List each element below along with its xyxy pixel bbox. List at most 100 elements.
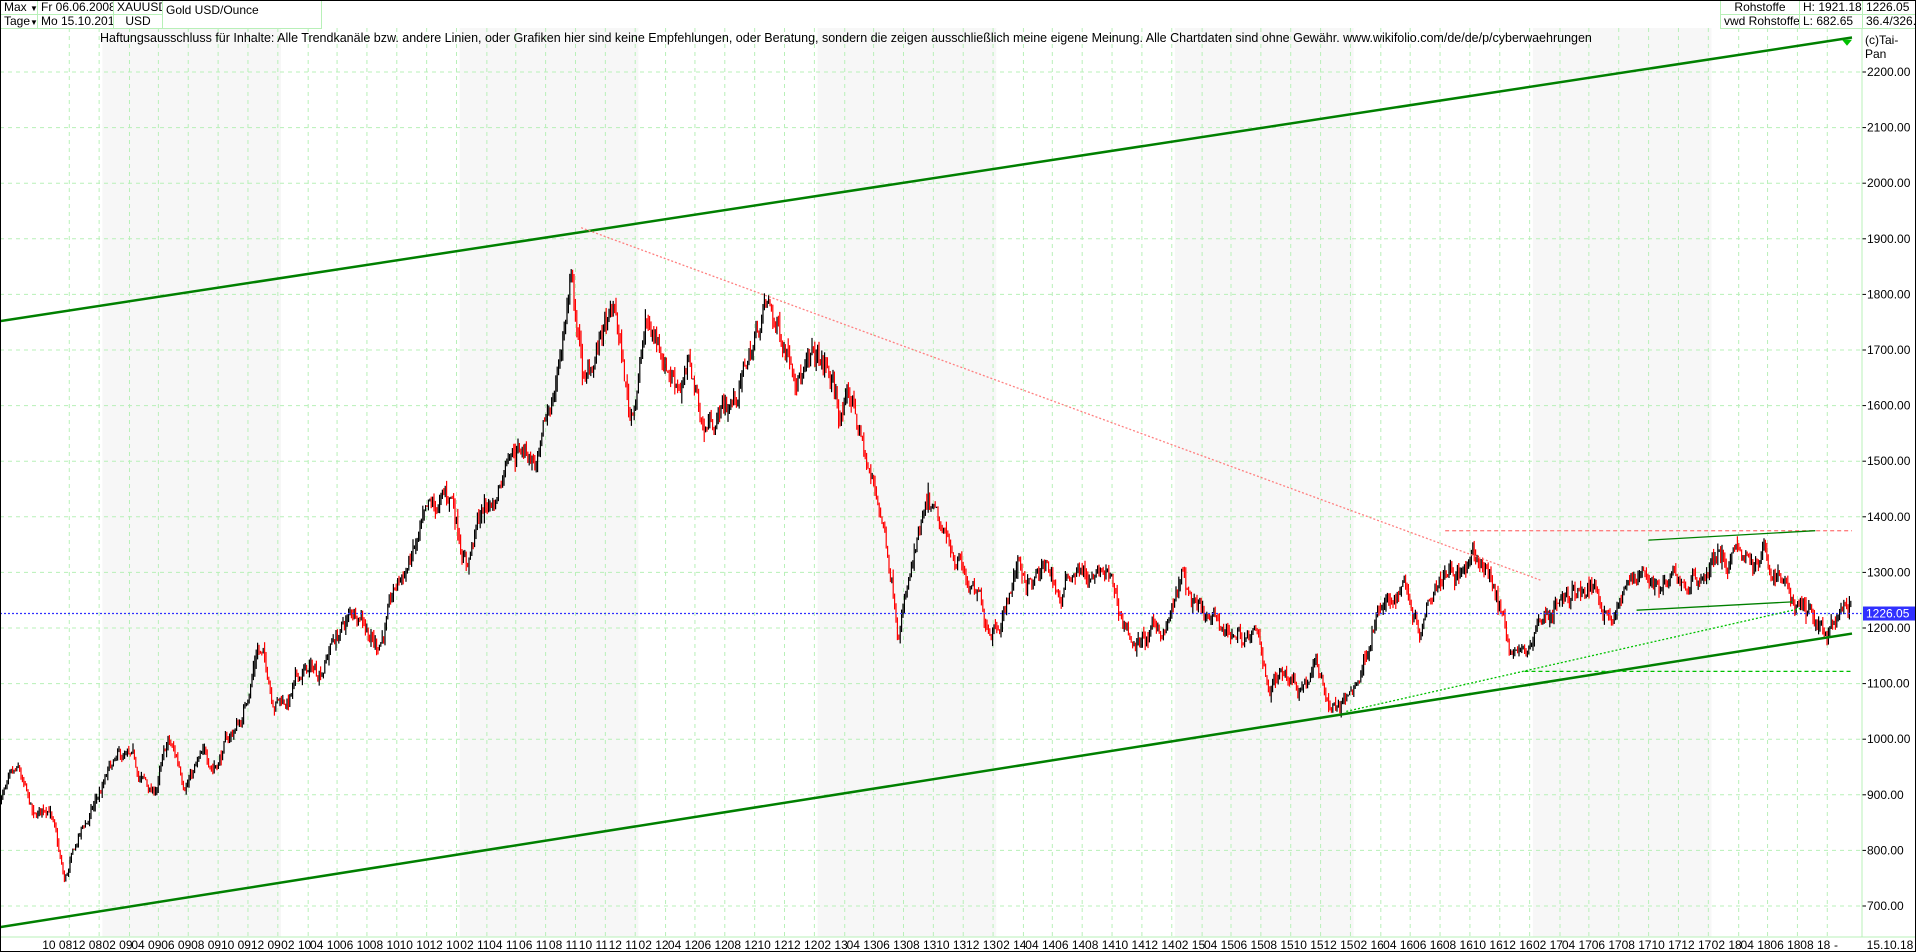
x-tick-label: 08 15 [1264,938,1294,952]
x-tick-label: 06 12 [698,938,728,952]
x-tick-label: 08 11 [549,938,578,952]
x-tick-label: 04 12 [668,938,698,952]
y-tick-label: 2100.00 [1867,121,1911,135]
x-tick-label: 08 17 [1622,938,1652,952]
x-tick-label: 04 15 [1204,938,1234,952]
x-tick-label: 12 12 [787,938,817,952]
x-tick-label: 12 17 [1681,938,1711,952]
x-tick-label: 10 14 [1115,938,1145,952]
x-tick-label: 12 11 [609,938,638,952]
x-tick-label: 02 16 [1354,938,1384,952]
x-tick-label: 10 08 [42,938,72,952]
instrument-name: Gold USD/Ounce [162,0,322,29]
x-tick-label: 06 10 [340,938,370,952]
y-tick-label: 1100.00 [1867,677,1910,691]
y-tick-label: 900.00 [1867,788,1904,802]
x-tick-label: 10 15 [1294,938,1324,952]
currency: USD [113,14,163,29]
x-tick-label: 02 10 [281,938,311,952]
x-tick-label: 04 10 [310,938,340,952]
x-tick-label: 02 13 [818,938,848,952]
x-tick-label: 02 09 [102,938,132,952]
y-tick-label: 1500.00 [1867,454,1911,468]
trendline-support [1636,601,1793,611]
y-tick-label: 1300.00 [1867,565,1911,579]
last-value: 1226.05 [1862,0,1916,15]
y-tick-label: 1800.00 [1867,287,1911,301]
x-tick-label: 04 17 [1562,938,1592,952]
x-tick-label: 08 09 [191,938,221,952]
x-tick-label: 06 14 [1055,938,1085,952]
x-tick-label: 06 16 [1413,938,1443,952]
x-tick-label: 08 10 [370,938,400,952]
x-tick-label: 12 10 [430,938,460,952]
x-tick-label: 15.10.18 [1867,938,1914,952]
x-tick-label: 08 12 [728,938,758,952]
trendline-support [1346,607,1801,713]
x-tick-label: 04 14 [1025,938,1055,952]
x-tick-label: 02 18 [1712,938,1742,952]
source: vwd Rohstoffe [1720,14,1800,29]
axes: 700.00800.00900.001000.001100.001200.001… [0,28,1916,952]
range-select[interactable]: Max ▼ [0,0,38,15]
x-tick-label: 12 08 [72,938,102,952]
last-price-box [1863,606,1915,621]
year-band [817,28,997,937]
x-tick-label: 12 13 [966,938,996,952]
high-value: H: 1921.18 [1799,0,1863,15]
y-tick-label: 1400.00 [1867,510,1911,524]
date-to[interactable]: Mo 15.10.2018 [37,14,121,29]
trendline-support [1648,530,1816,541]
x-tick-label: 06 15 [1234,938,1264,952]
year-bands [102,28,1712,937]
disclaimer-text: Haftungsausschluss für Inhalte: Alle Tre… [100,31,1592,45]
low-value: L: 682.65 [1799,14,1863,29]
y-tick-label: 1200.00 [1867,621,1911,635]
last-price-label: 1226.05 [1866,607,1910,621]
y-tick-label: 1700.00 [1867,343,1911,357]
interval-select-label: Tage [4,14,31,28]
year-band [459,28,639,937]
x-tick-label: 04 09 [131,938,161,952]
y-tick-label: 2200.00 [1867,65,1911,79]
copyright: (c)Tai-Pan [1865,33,1899,61]
x-tick-label: 06 18 [1770,938,1800,952]
x-tick-label: 10 16 [1473,938,1503,952]
x-tick-label: 06 17 [1592,938,1622,952]
y-tick-label: 700.00 [1867,899,1904,913]
x-tick-label: 10 09 [221,938,251,952]
triangle-down-icon: ▼ [30,18,38,27]
x-tick-label: 02 17 [1533,938,1563,952]
x-tick-label: 10 10 [400,938,430,952]
y-tick-label: 800.00 [1867,843,1904,857]
grid-lines [0,28,1862,937]
x-tick-label: 02 14 [996,938,1026,952]
trendline-channel-upper [0,36,1853,323]
x-tick-label: 10 13 [936,938,966,952]
x-tick-label: 12 09 [251,938,281,952]
trend-lines [0,36,1862,929]
y-tick-label: 1900.00 [1867,232,1911,246]
x-tick-label: 04 16 [1383,938,1413,952]
x-tick-label: 08 18 [1800,938,1830,952]
trendline-resistance [580,227,1543,582]
date-from[interactable]: Fr 06.06.2008 [37,0,116,15]
triangle-down-icon: ▼ [30,4,38,13]
x-tick-label: 10 11 [579,938,608,952]
x-tick-label: 06 13 [876,938,906,952]
interval-select[interactable]: Tage▼ [0,14,38,29]
y-tick-label: 1000.00 [1867,732,1911,746]
x-tick-label: 02 12 [639,938,669,952]
group: Rohstoffe [1720,0,1800,15]
x-tick-label: 10 12 [758,938,788,952]
x-tick-label: 06 09 [161,938,191,952]
extra-value: 36.4/326.9 [1862,14,1916,29]
x-tick-label: 04 13 [847,938,877,952]
x-tick-label: 08 14 [1085,938,1115,952]
y-tick-label: 1600.00 [1867,399,1911,413]
year-band [1532,28,1712,937]
x-tick-label: 12 16 [1503,938,1533,952]
x-tick-label: 04 18 [1741,938,1771,952]
x-tick-label: 04 11 [489,938,518,952]
